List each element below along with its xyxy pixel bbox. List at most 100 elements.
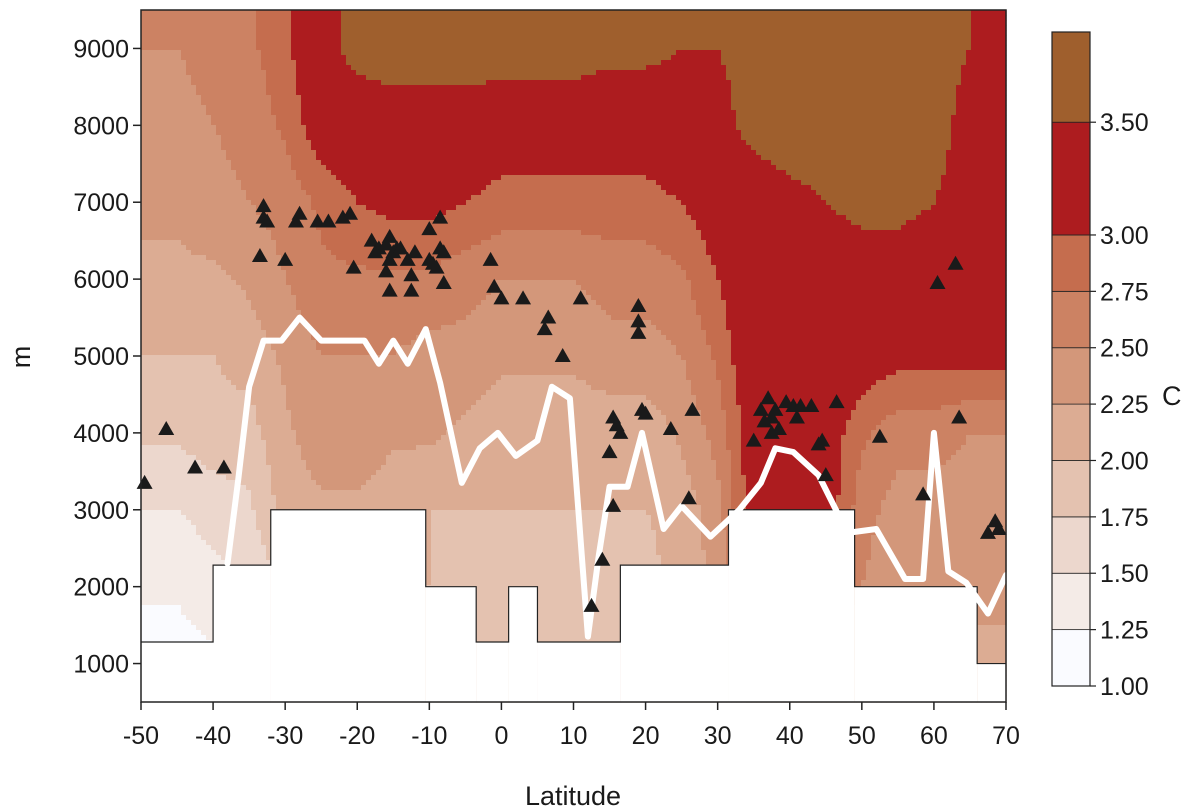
contour-cell bbox=[226, 115, 232, 121]
contour-cell bbox=[616, 80, 622, 86]
contour-cell bbox=[296, 115, 302, 121]
contour-cell bbox=[141, 70, 147, 76]
contour-cell bbox=[451, 60, 457, 66]
contour-cell bbox=[451, 100, 457, 106]
contour-cell bbox=[646, 105, 652, 111]
contour-cell bbox=[331, 80, 337, 86]
contour-cell bbox=[336, 120, 342, 126]
contour-cell bbox=[741, 45, 747, 51]
contour-cell bbox=[216, 100, 222, 106]
contour-cell bbox=[296, 20, 302, 26]
contour-cell bbox=[356, 15, 362, 21]
contour-cell bbox=[856, 95, 862, 101]
contour-cell bbox=[656, 25, 662, 31]
contour-cell bbox=[251, 35, 257, 41]
contour-cell bbox=[676, 105, 682, 111]
contour-cell bbox=[791, 35, 797, 41]
contour-cell bbox=[651, 120, 657, 126]
contour-cell bbox=[821, 90, 827, 96]
contour-cell bbox=[911, 65, 917, 71]
contour-cell bbox=[986, 15, 992, 21]
contour-cell bbox=[186, 60, 192, 66]
contour-cell bbox=[596, 120, 602, 126]
contour-cell bbox=[916, 115, 922, 121]
contour-cell bbox=[831, 55, 837, 61]
contour-cell bbox=[506, 120, 512, 126]
contour-cell bbox=[646, 20, 652, 26]
contour-cell bbox=[941, 110, 947, 116]
contour-cell bbox=[616, 60, 622, 66]
contour-cell bbox=[771, 100, 777, 106]
contour-cell bbox=[496, 40, 502, 46]
contour-cell bbox=[261, 100, 267, 106]
contour-cell bbox=[781, 45, 787, 51]
contour-cell bbox=[541, 45, 547, 51]
contour-cell bbox=[171, 10, 177, 16]
contour-cell bbox=[421, 110, 427, 116]
contour-cell bbox=[306, 40, 312, 46]
contour-cell bbox=[296, 120, 302, 126]
contour-cell bbox=[751, 30, 757, 36]
contour-cell bbox=[801, 95, 807, 101]
contour-cell bbox=[801, 50, 807, 56]
contour-cell bbox=[266, 105, 272, 111]
contour-cell bbox=[971, 115, 977, 121]
contour-cell bbox=[291, 105, 297, 111]
contour-cell bbox=[906, 110, 912, 116]
contour-cell bbox=[571, 25, 577, 31]
contour-cell bbox=[441, 85, 447, 91]
contour-cell bbox=[906, 30, 912, 36]
contour-cell bbox=[451, 75, 457, 81]
contour-cell bbox=[631, 70, 637, 76]
contour-cell bbox=[781, 25, 787, 31]
contour-cell bbox=[846, 15, 852, 21]
contour-cell bbox=[476, 35, 482, 41]
contour-cell bbox=[336, 95, 342, 101]
contour-cell bbox=[711, 40, 717, 46]
contour-cell bbox=[716, 25, 722, 31]
contour-cell bbox=[436, 50, 442, 56]
contour-cell bbox=[771, 50, 777, 56]
contour-cell bbox=[436, 75, 442, 81]
contour-cell bbox=[906, 115, 912, 121]
contour-cell bbox=[786, 90, 792, 96]
contour-cell bbox=[541, 70, 547, 76]
contour-cell bbox=[226, 55, 232, 61]
contour-cell bbox=[951, 25, 957, 31]
contour-cell bbox=[826, 110, 832, 116]
contour-cell bbox=[991, 25, 997, 31]
contour-cell bbox=[971, 75, 977, 81]
contour-cell bbox=[641, 95, 647, 101]
contour-cell bbox=[986, 35, 992, 41]
contour-cell bbox=[631, 15, 637, 21]
contour-cell bbox=[211, 110, 217, 116]
contour-cell bbox=[946, 100, 952, 106]
contour-cell bbox=[206, 95, 212, 101]
contour-cell bbox=[171, 75, 177, 81]
contour-cell bbox=[476, 70, 482, 76]
contour-cell bbox=[181, 65, 187, 71]
contour-cell bbox=[176, 90, 182, 96]
contour-cell bbox=[961, 50, 967, 56]
contour-cell bbox=[411, 25, 417, 31]
contour-cell bbox=[661, 30, 667, 36]
contour-cell bbox=[466, 95, 472, 101]
contour-cell bbox=[636, 85, 642, 91]
contour-cell bbox=[476, 65, 482, 71]
contour-cell bbox=[336, 15, 342, 21]
contour-cell bbox=[716, 105, 722, 111]
contour-cell bbox=[841, 80, 847, 86]
contour-cell bbox=[941, 115, 947, 121]
contour-cell bbox=[211, 90, 217, 96]
contour-cell bbox=[336, 55, 342, 61]
contour-cell bbox=[551, 110, 557, 116]
contour-cell bbox=[711, 120, 717, 126]
contour-cell bbox=[846, 80, 852, 86]
contour-cell bbox=[416, 80, 422, 86]
contour-cell bbox=[516, 45, 522, 51]
contour-cell bbox=[746, 50, 752, 56]
contour-cell bbox=[376, 60, 382, 66]
contour-cell bbox=[636, 15, 642, 21]
contour-cell bbox=[976, 65, 982, 71]
contour-cell bbox=[446, 55, 452, 61]
